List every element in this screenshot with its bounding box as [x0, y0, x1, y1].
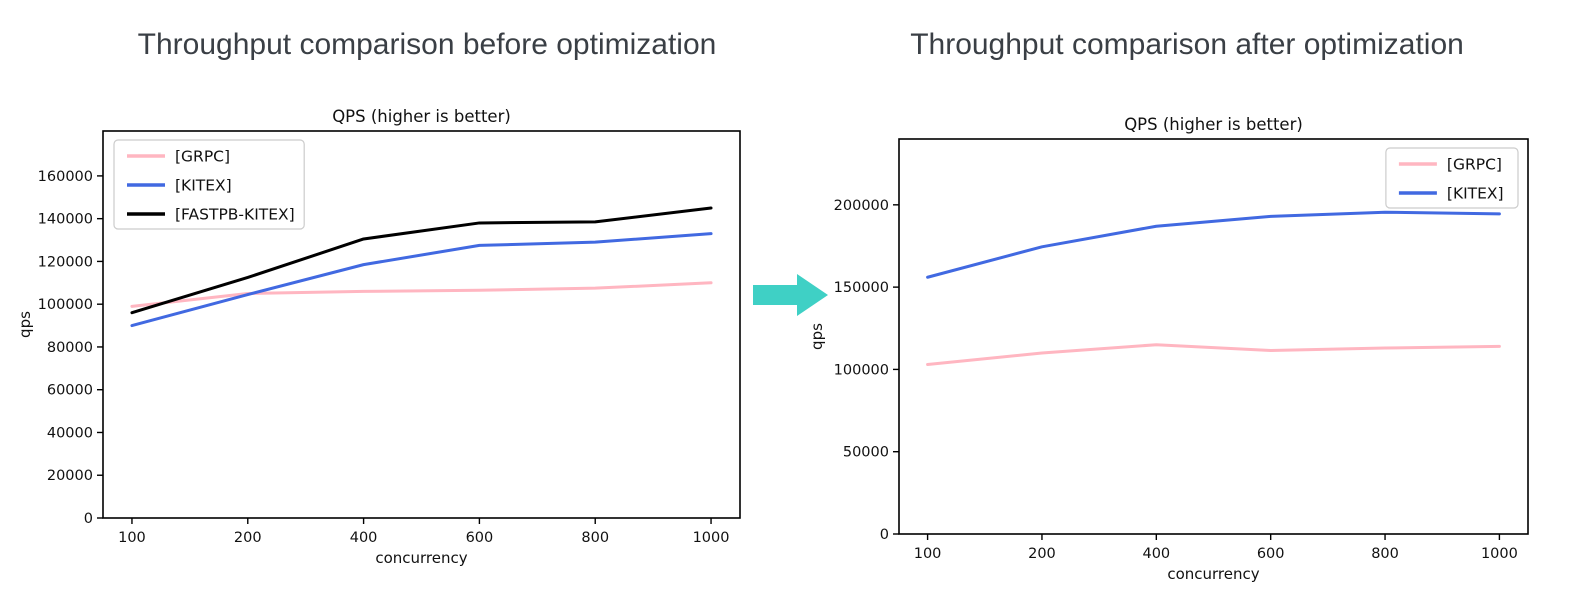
svg-text:140000: 140000: [38, 212, 93, 228]
svg-text:40000: 40000: [47, 425, 93, 441]
svg-text:100000: 100000: [834, 362, 889, 378]
legend: [GRPC] [KITEX]: [1385, 147, 1519, 209]
x-axis: 100 200 400 600 800 1000: [914, 534, 1518, 562]
chart-title: QPS (higher is better): [1124, 115, 1303, 134]
plot-border: [898, 138, 1529, 535]
svg-text:1000: 1000: [693, 530, 730, 546]
svg-text:200: 200: [1028, 546, 1056, 562]
legend: [GRPC] [KITEX] [FASTPB-KITEX]: [113, 139, 305, 230]
svg-text:50000: 50000: [843, 445, 889, 461]
y-axis-label: qps: [808, 323, 826, 350]
svg-text:100000: 100000: [38, 297, 93, 313]
x-axis-label: concurrency: [1167, 565, 1259, 583]
svg-text:120000: 120000: [38, 254, 93, 270]
x-axis: 100 200 400 600 800 1000: [118, 518, 729, 546]
legend-label: [KITEX]: [175, 177, 232, 195]
svg-text:400: 400: [350, 530, 378, 546]
legend-label: [GRPC]: [175, 148, 230, 166]
svg-text:600: 600: [1257, 546, 1285, 562]
svg-text:200: 200: [234, 530, 262, 546]
series-line-kitex: [130, 232, 713, 328]
y-axis: 0 20000 40000 60000 80000 100000 120000 140000 1…: [38, 169, 103, 527]
svg-text:60000: 60000: [47, 383, 93, 399]
svg-text:400: 400: [1142, 546, 1170, 562]
y-axis: 0 50000 100000 150000 200000: [834, 198, 899, 543]
chart-title: QPS (higher is better): [332, 107, 511, 126]
svg-text:0: 0: [880, 527, 889, 543]
plot-border: [102, 130, 741, 519]
svg-text:800: 800: [1371, 546, 1399, 562]
heading-before-optimization: Throughput comparison before optimizatio…: [137, 28, 717, 61]
series-line-kitex: [926, 210, 1501, 279]
y-axis-label: qps: [16, 311, 34, 338]
svg-text:150000: 150000: [834, 280, 889, 296]
legend-label: [KITEX]: [1447, 185, 1504, 203]
series-line-grpc: [926, 343, 1501, 366]
svg-text:100: 100: [118, 530, 146, 546]
transform-arrow-icon: [753, 274, 828, 316]
right-arrow-shape: [753, 274, 828, 316]
svg-text:1000: 1000: [1481, 546, 1518, 562]
svg-text:0: 0: [84, 511, 93, 527]
x-axis-label: concurrency: [375, 549, 467, 567]
legend-label: [GRPC]: [1447, 156, 1502, 174]
svg-text:100: 100: [914, 546, 942, 562]
series-line-grpc: [130, 281, 713, 308]
svg-text:160000: 160000: [38, 169, 93, 185]
series-line-fastpb-kitex: [130, 206, 713, 315]
legend-label: [FASTPB-KITEX]: [175, 206, 295, 224]
svg-text:80000: 80000: [47, 340, 93, 356]
svg-text:800: 800: [581, 530, 609, 546]
svg-text:600: 600: [466, 530, 494, 546]
heading-after-optimization: Throughput comparison after optimization: [910, 28, 1464, 61]
svg-text:20000: 20000: [47, 468, 93, 484]
svg-text:200000: 200000: [834, 198, 889, 214]
